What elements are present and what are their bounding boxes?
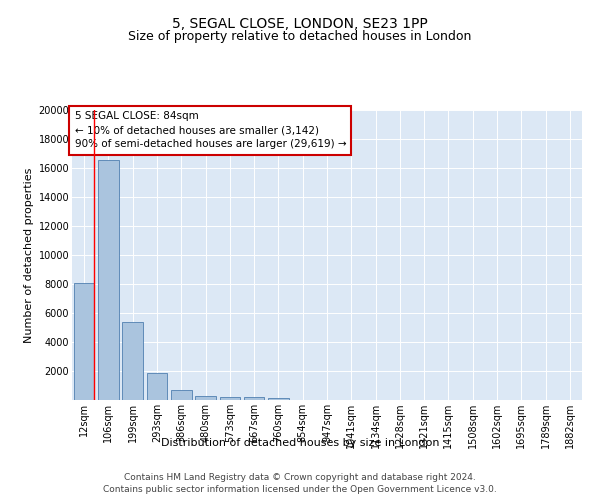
Text: 5 SEGAL CLOSE: 84sqm
← 10% of detached houses are smaller (3,142)
90% of semi-de: 5 SEGAL CLOSE: 84sqm ← 10% of detached h… (74, 112, 346, 150)
Bar (268, 398, 289, 400)
Text: Contains public sector information licensed under the Open Government Licence v3: Contains public sector information licen… (103, 485, 497, 494)
Text: 5, SEGAL CLOSE, LONDON, SE23 1PP: 5, SEGAL CLOSE, LONDON, SE23 1PP (172, 18, 428, 32)
Text: Contains HM Land Registry data © Crown copyright and database right 2024.: Contains HM Land Registry data © Crown c… (124, 472, 476, 482)
Bar (74, 284, 94, 400)
Bar (171, 390, 191, 400)
Bar (122, 322, 143, 400)
Bar (244, 398, 265, 400)
Text: Size of property relative to detached houses in London: Size of property relative to detached ho… (128, 30, 472, 43)
Bar (220, 397, 240, 400)
Bar (195, 396, 216, 400)
Text: Distribution of detached houses by size in London: Distribution of detached houses by size … (161, 438, 439, 448)
Bar (98, 160, 119, 400)
Y-axis label: Number of detached properties: Number of detached properties (25, 168, 34, 342)
Bar (146, 373, 167, 400)
